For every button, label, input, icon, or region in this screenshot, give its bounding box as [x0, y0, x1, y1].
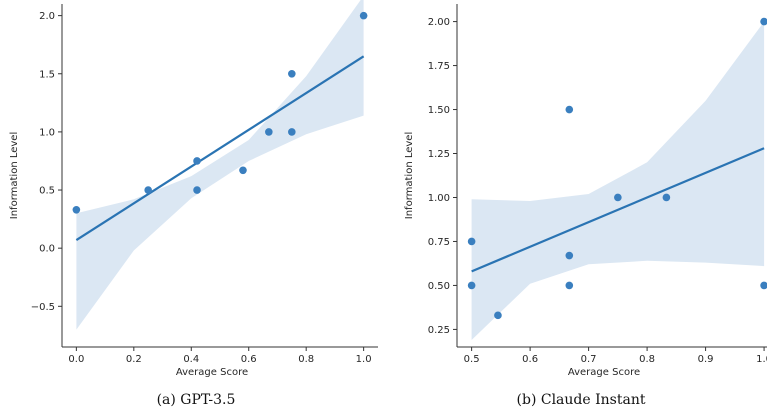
- chart-caption: (b) Claude Instant: [517, 392, 646, 408]
- chart-caption: (a) GPT-3.5: [157, 392, 236, 408]
- x-tick-label: 0.2: [126, 354, 142, 365]
- confidence-band: [76, 0, 364, 330]
- data-point: [614, 193, 622, 202]
- y-tick-label: 1.50: [428, 105, 450, 116]
- x-axis-label: Average Score: [568, 367, 640, 378]
- x-tick-label: 0.4: [183, 354, 199, 365]
- data-point: [467, 281, 476, 290]
- y-tick-label: 0.25: [428, 325, 450, 336]
- data-point: [144, 186, 152, 194]
- data-point: [359, 11, 368, 20]
- x-tick-label: 0.6: [241, 354, 257, 365]
- data-point: [494, 311, 502, 320]
- data-point: [288, 128, 296, 136]
- x-tick-label: 0.5: [464, 354, 480, 365]
- data-point: [265, 128, 273, 136]
- y-tick-label: −0.5: [31, 302, 55, 313]
- data-point: [239, 166, 247, 175]
- data-point: [565, 281, 574, 290]
- data-point: [760, 281, 767, 290]
- data-point: [72, 206, 81, 214]
- x-tick-label: 0.7: [581, 354, 597, 365]
- x-tick-label: 0.6: [522, 354, 538, 365]
- x-tick-label: 0.9: [698, 354, 714, 365]
- x-tick-label: 0.8: [639, 354, 655, 365]
- y-axis-label: Information Level: [9, 132, 20, 219]
- data-point: [565, 251, 574, 260]
- y-tick-label: 2.0: [39, 11, 55, 22]
- x-axis-label: Average Score: [176, 367, 248, 378]
- y-tick-label: 2.00: [428, 17, 450, 28]
- regression-line: [471, 147, 765, 273]
- data-point: [760, 17, 767, 26]
- x-tick-label: 1.0: [756, 354, 767, 365]
- confidence-band: [471, 21, 765, 340]
- y-tick-label: 1.75: [428, 61, 450, 72]
- x-tick-label: 0.8: [298, 354, 314, 365]
- data-point: [565, 105, 574, 114]
- y-tick-label: 0.0: [39, 244, 55, 255]
- data-point: [662, 193, 671, 202]
- y-tick-label: 1.5: [39, 69, 55, 80]
- x-tick-label: 0.0: [68, 354, 84, 365]
- y-tick-label: 0.5: [39, 186, 55, 197]
- y-tick-label: 1.25: [428, 149, 450, 160]
- y-tick-label: 1.0: [39, 127, 55, 138]
- y-tick-label: 0.50: [428, 281, 450, 292]
- regression-line: [75, 55, 365, 241]
- x-tick-label: 1.0: [356, 354, 372, 365]
- y-tick-label: 1.00: [428, 193, 450, 204]
- y-tick-label: 0.75: [428, 237, 450, 248]
- data-point: [288, 69, 296, 78]
- y-axis-label: Information Level: [404, 132, 415, 219]
- chart-panel-a: 0.0 0.2 0.4 0.6 0.8 1.0 −0.5 0.0 0.5 1.0 1.5 2.0 Ave…: [9, 0, 378, 408]
- chart-panel-b: 0.5 0.6 0.7 0.8 0.9 1.0 0.25 0.50 0.75 1.00 1.25 1.…: [404, 4, 767, 408]
- data-point: [193, 186, 201, 194]
- data-point: [467, 237, 476, 246]
- data-point: [193, 157, 201, 165]
